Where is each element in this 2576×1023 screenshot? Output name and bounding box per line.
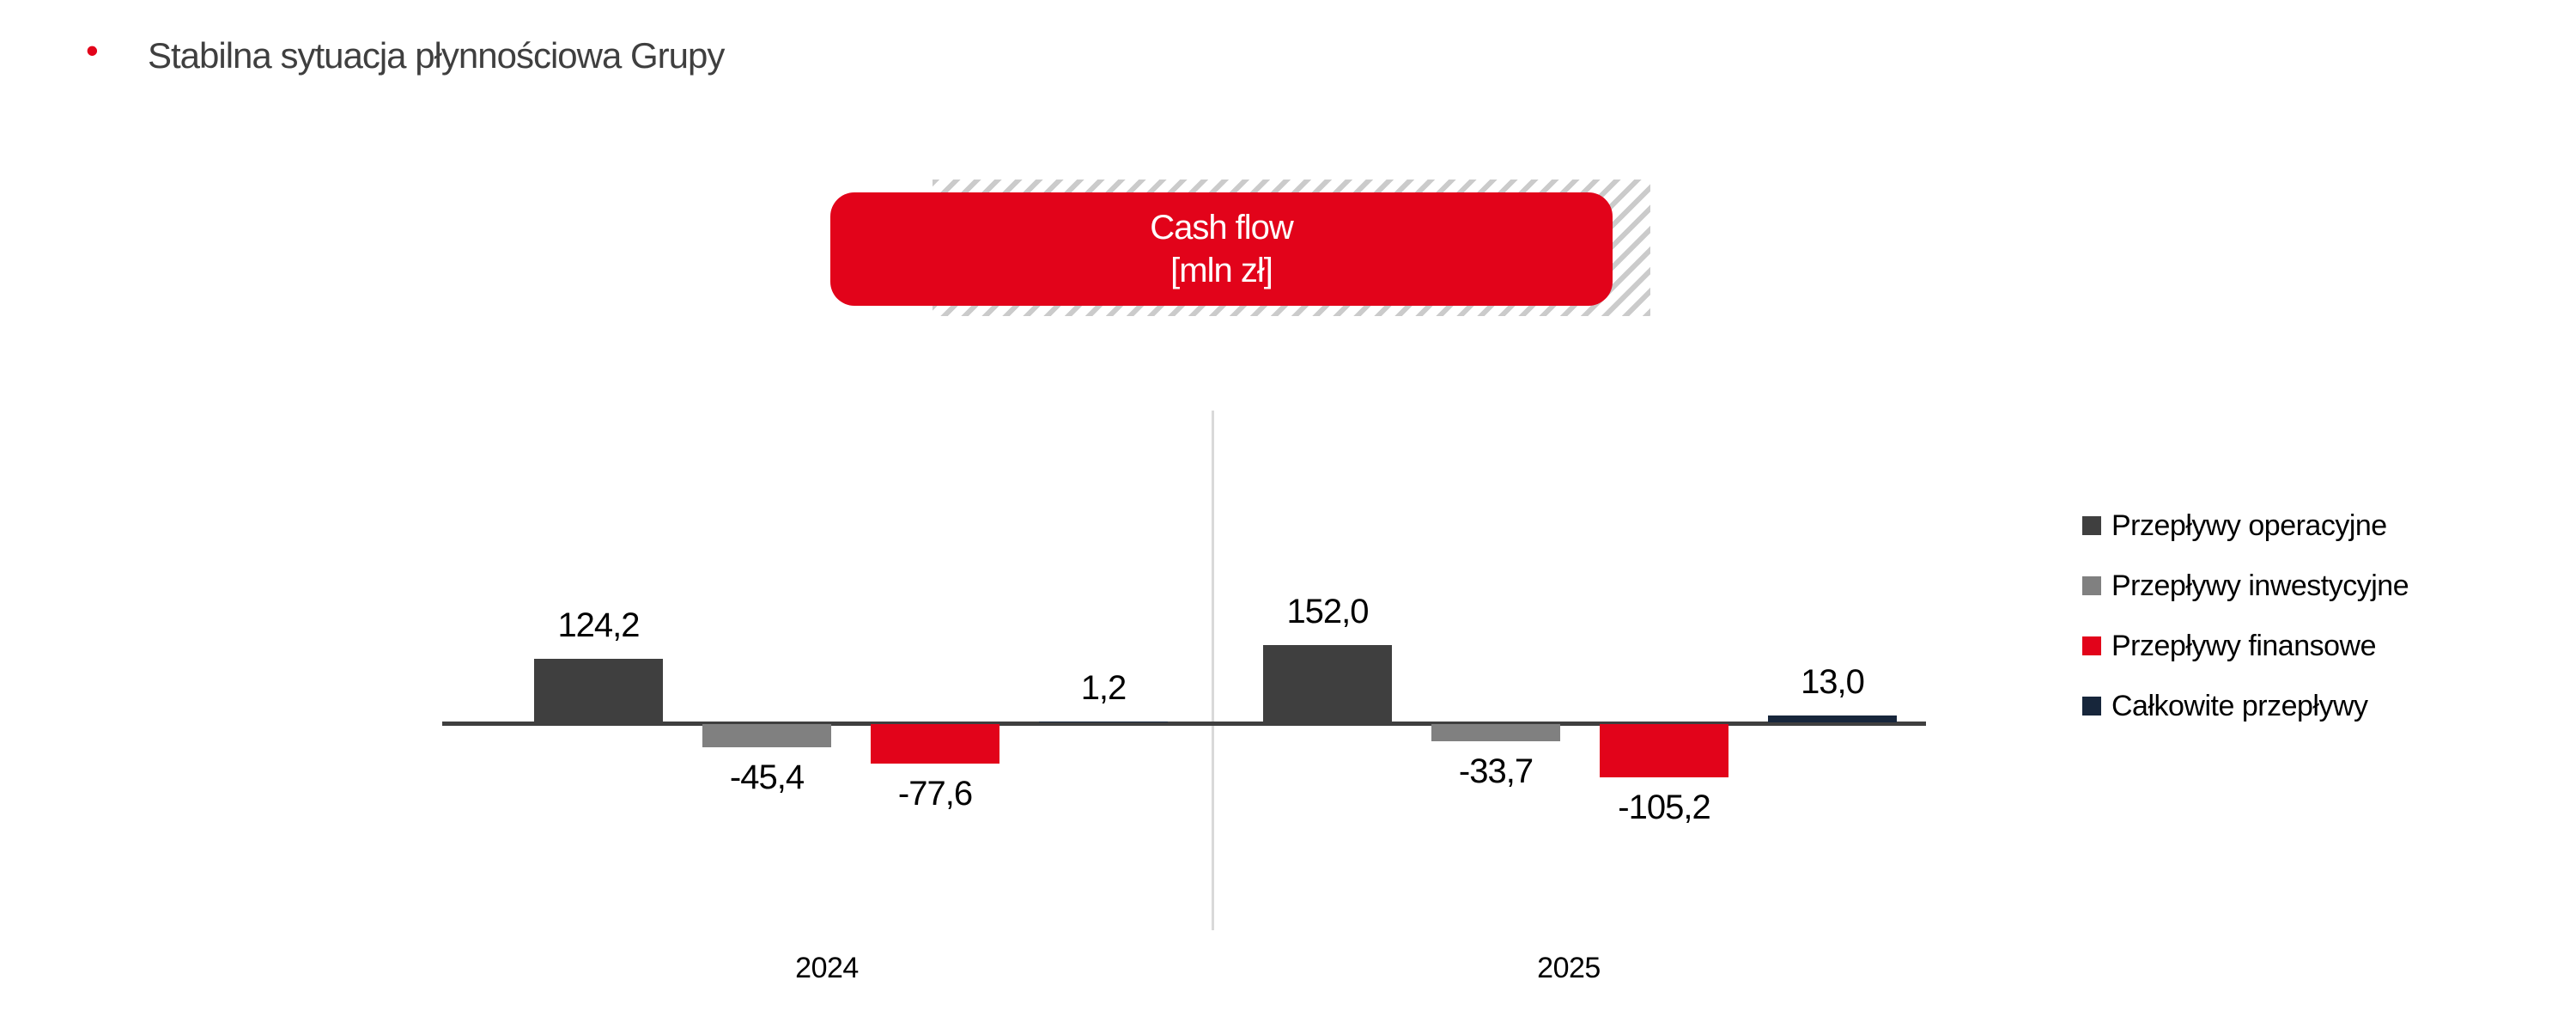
bar-value-label-2024-series3: 1,2 [1080, 669, 1127, 707]
x-axis-label-2024: 2024 [795, 952, 859, 984]
legend-swatch-icon-0 [2082, 516, 2101, 535]
bar-2025-series0 [1263, 645, 1392, 722]
bar-value-label-2024-series0: 124,2 [557, 606, 640, 644]
bar-2025-series2 [1600, 724, 1728, 777]
bar-value-label-2025-series0: 152,0 [1286, 593, 1369, 630]
bar-2024-series0 [534, 659, 663, 722]
x-axis-label-2025: 2025 [1537, 952, 1601, 984]
legend-swatch-icon-2 [2082, 636, 2101, 655]
legend-item-3: Całkowite przepływy [2082, 689, 2409, 723]
legend-item-label-3: Całkowite przepływy [2111, 689, 2368, 722]
bar-value-label-2025-series2: -105,2 [1618, 789, 1710, 826]
bar-2024-series2 [871, 724, 999, 764]
cashflow-title-line1: Cash flow [1150, 209, 1294, 247]
bullet-icon: • [86, 30, 99, 70]
bar-value-label-2025-series3: 13,0 [1801, 663, 1865, 701]
legend-item-label-0: Przepływy operacyjne [2111, 508, 2387, 542]
cashflow-title-line2: [mln zł] [1170, 252, 1273, 289]
legend-item-1: Przepływy inwestycyjne [2082, 569, 2409, 603]
legend-item-0: Przepływy operacyjne [2082, 508, 2409, 543]
page-title: Stabilna sytuacja płynnościowa Grupy [148, 35, 725, 76]
bar-2025-series3 [1768, 715, 1897, 722]
legend-swatch-icon-3 [2082, 697, 2101, 715]
legend-item-2: Przepływy finansowe [2082, 629, 2409, 663]
bar-value-label-2024-series1: -45,4 [729, 758, 805, 796]
bar-value-label-2024-series2: -77,6 [897, 775, 973, 813]
bar-2024-series1 [702, 724, 831, 747]
legend-item-label-1: Przepływy inwestycyjne [2111, 569, 2409, 602]
legend-item-label-2: Przepływy finansowe [2111, 629, 2376, 662]
x-axis-line [442, 722, 1926, 726]
legend-swatch-icon-1 [2082, 576, 2101, 595]
category-divider-line [1212, 411, 1214, 930]
legend: Przepływy operacyjne Przepływy inwestycyj… [2082, 508, 2409, 749]
bar-value-label-2025-series1: -33,7 [1458, 752, 1534, 790]
cashflow-title-box: Cash flow [mln zł] [830, 192, 1613, 306]
bar-2025-series1 [1431, 724, 1560, 741]
